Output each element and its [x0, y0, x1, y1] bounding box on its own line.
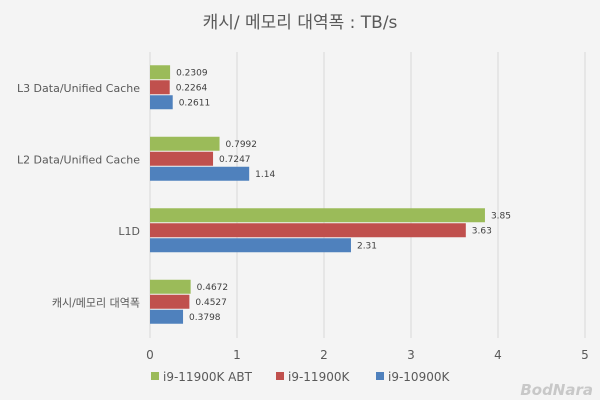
- data-label: 2.31: [357, 241, 377, 251]
- data-label: 0.2264: [176, 83, 208, 93]
- x-tick-label: 1: [233, 348, 241, 362]
- legend-swatch: [151, 372, 159, 380]
- bar: [150, 223, 466, 238]
- data-label: 3.63: [472, 226, 492, 236]
- data-label: 1.14: [255, 170, 275, 180]
- bar: [150, 294, 190, 309]
- bar: [150, 95, 173, 110]
- x-tick-label: 0: [146, 348, 154, 362]
- data-label: 3.85: [491, 211, 511, 221]
- category-label: L3 Data/Unified Cache: [17, 82, 140, 95]
- data-label: 0.7992: [226, 140, 258, 150]
- watermark-logo: BodNara: [520, 381, 593, 399]
- bar: [150, 309, 184, 324]
- bar: [150, 151, 214, 166]
- data-label: 0.4527: [195, 298, 227, 308]
- category-label: L2 Data/Unified Cache: [17, 153, 140, 166]
- legend-label: i9-11900K: [288, 370, 350, 384]
- legend-label: i9-10900K: [388, 370, 450, 384]
- bar: [150, 238, 351, 253]
- x-tick-label: 5: [581, 348, 589, 362]
- bar: [150, 65, 171, 80]
- data-label: 0.2309: [176, 68, 208, 78]
- data-label: 0.3798: [189, 313, 221, 323]
- bars: [150, 65, 485, 324]
- data-label: 0.2611: [179, 98, 211, 108]
- bar: [150, 208, 485, 223]
- x-tick-label: 2: [320, 348, 328, 362]
- category-label: 캐시/메모리 대역폭: [52, 296, 140, 309]
- x-tick-label: 4: [494, 348, 502, 362]
- bar: [150, 136, 220, 151]
- labels: 0 1 2 3 4 5 0.2309 0.2264 0.2611 L3 Data/Unified …: [17, 68, 589, 362]
- legend-swatch: [376, 372, 384, 380]
- data-label: 0.4672: [197, 283, 229, 293]
- legend: i9-11900K ABT i9-11900K i9-10900K: [151, 370, 450, 384]
- chart-title: 캐시/ 메모리 대역폭 : TB/s: [203, 13, 398, 33]
- x-tick-label: 3: [407, 348, 415, 362]
- legend-label: i9-11900K ABT: [163, 370, 253, 384]
- legend-swatch: [276, 372, 284, 380]
- bar: [150, 80, 170, 95]
- category-label: L1D: [118, 225, 140, 238]
- grid-lines: [149, 52, 586, 338]
- bar: [150, 166, 250, 181]
- bar: [150, 279, 191, 294]
- data-label: 0.7247: [219, 155, 251, 165]
